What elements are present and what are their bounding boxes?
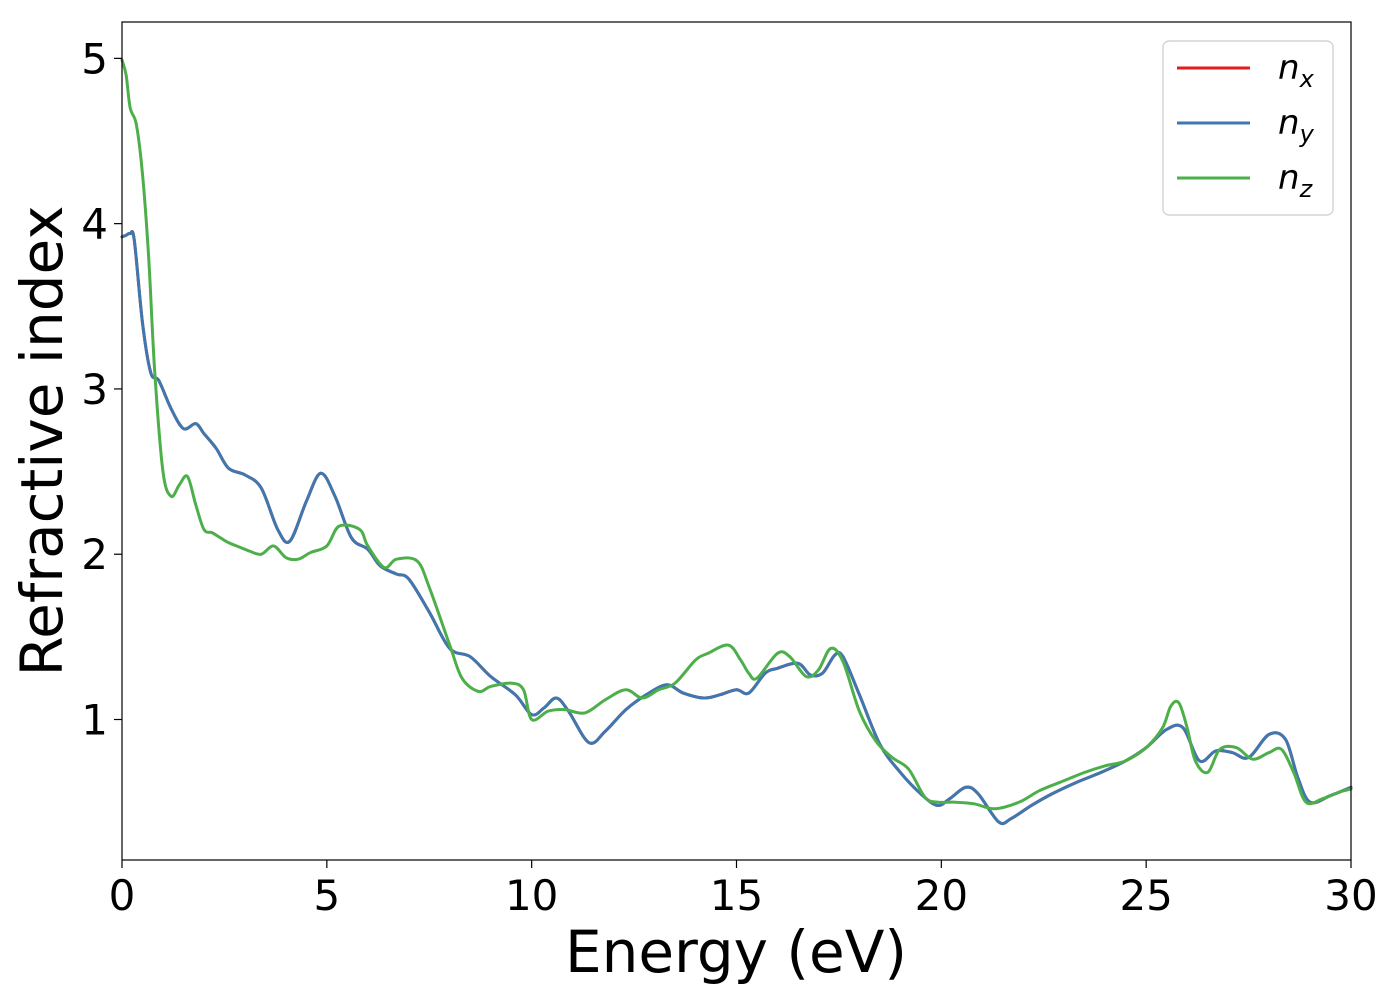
- legend-box: [1162, 40, 1334, 216]
- legend-label-ny: ny: [1278, 103, 1315, 148]
- y-tick-label: 5: [81, 34, 108, 83]
- y-tick-label: 1: [81, 696, 108, 745]
- y-tick-label: 3: [81, 365, 108, 414]
- y-axis-ticks: 1 2 3 4 5: [81, 34, 122, 745]
- y-tick-label: 2: [81, 530, 108, 579]
- x-tick-label: 20: [915, 871, 968, 920]
- x-axis-label: Energy (eV): [565, 918, 907, 986]
- x-tick-label: 25: [1119, 871, 1172, 920]
- legend-label-nx: nx: [1278, 48, 1315, 93]
- x-tick-label: 30: [1324, 871, 1377, 920]
- series-layer: [120, 58, 1353, 826]
- x-tick-label: 0: [109, 871, 136, 920]
- y-axis-label: Refractive index: [8, 205, 76, 676]
- x-tick-label: 5: [313, 871, 340, 920]
- x-axis-ticks: 0 5 10 15 20 25 30: [109, 860, 1378, 920]
- x-tick-label: 15: [710, 871, 763, 920]
- series-line-nz: [120, 58, 1353, 811]
- x-tick-label: 10: [505, 871, 558, 920]
- y-tick-label: 4: [81, 200, 108, 249]
